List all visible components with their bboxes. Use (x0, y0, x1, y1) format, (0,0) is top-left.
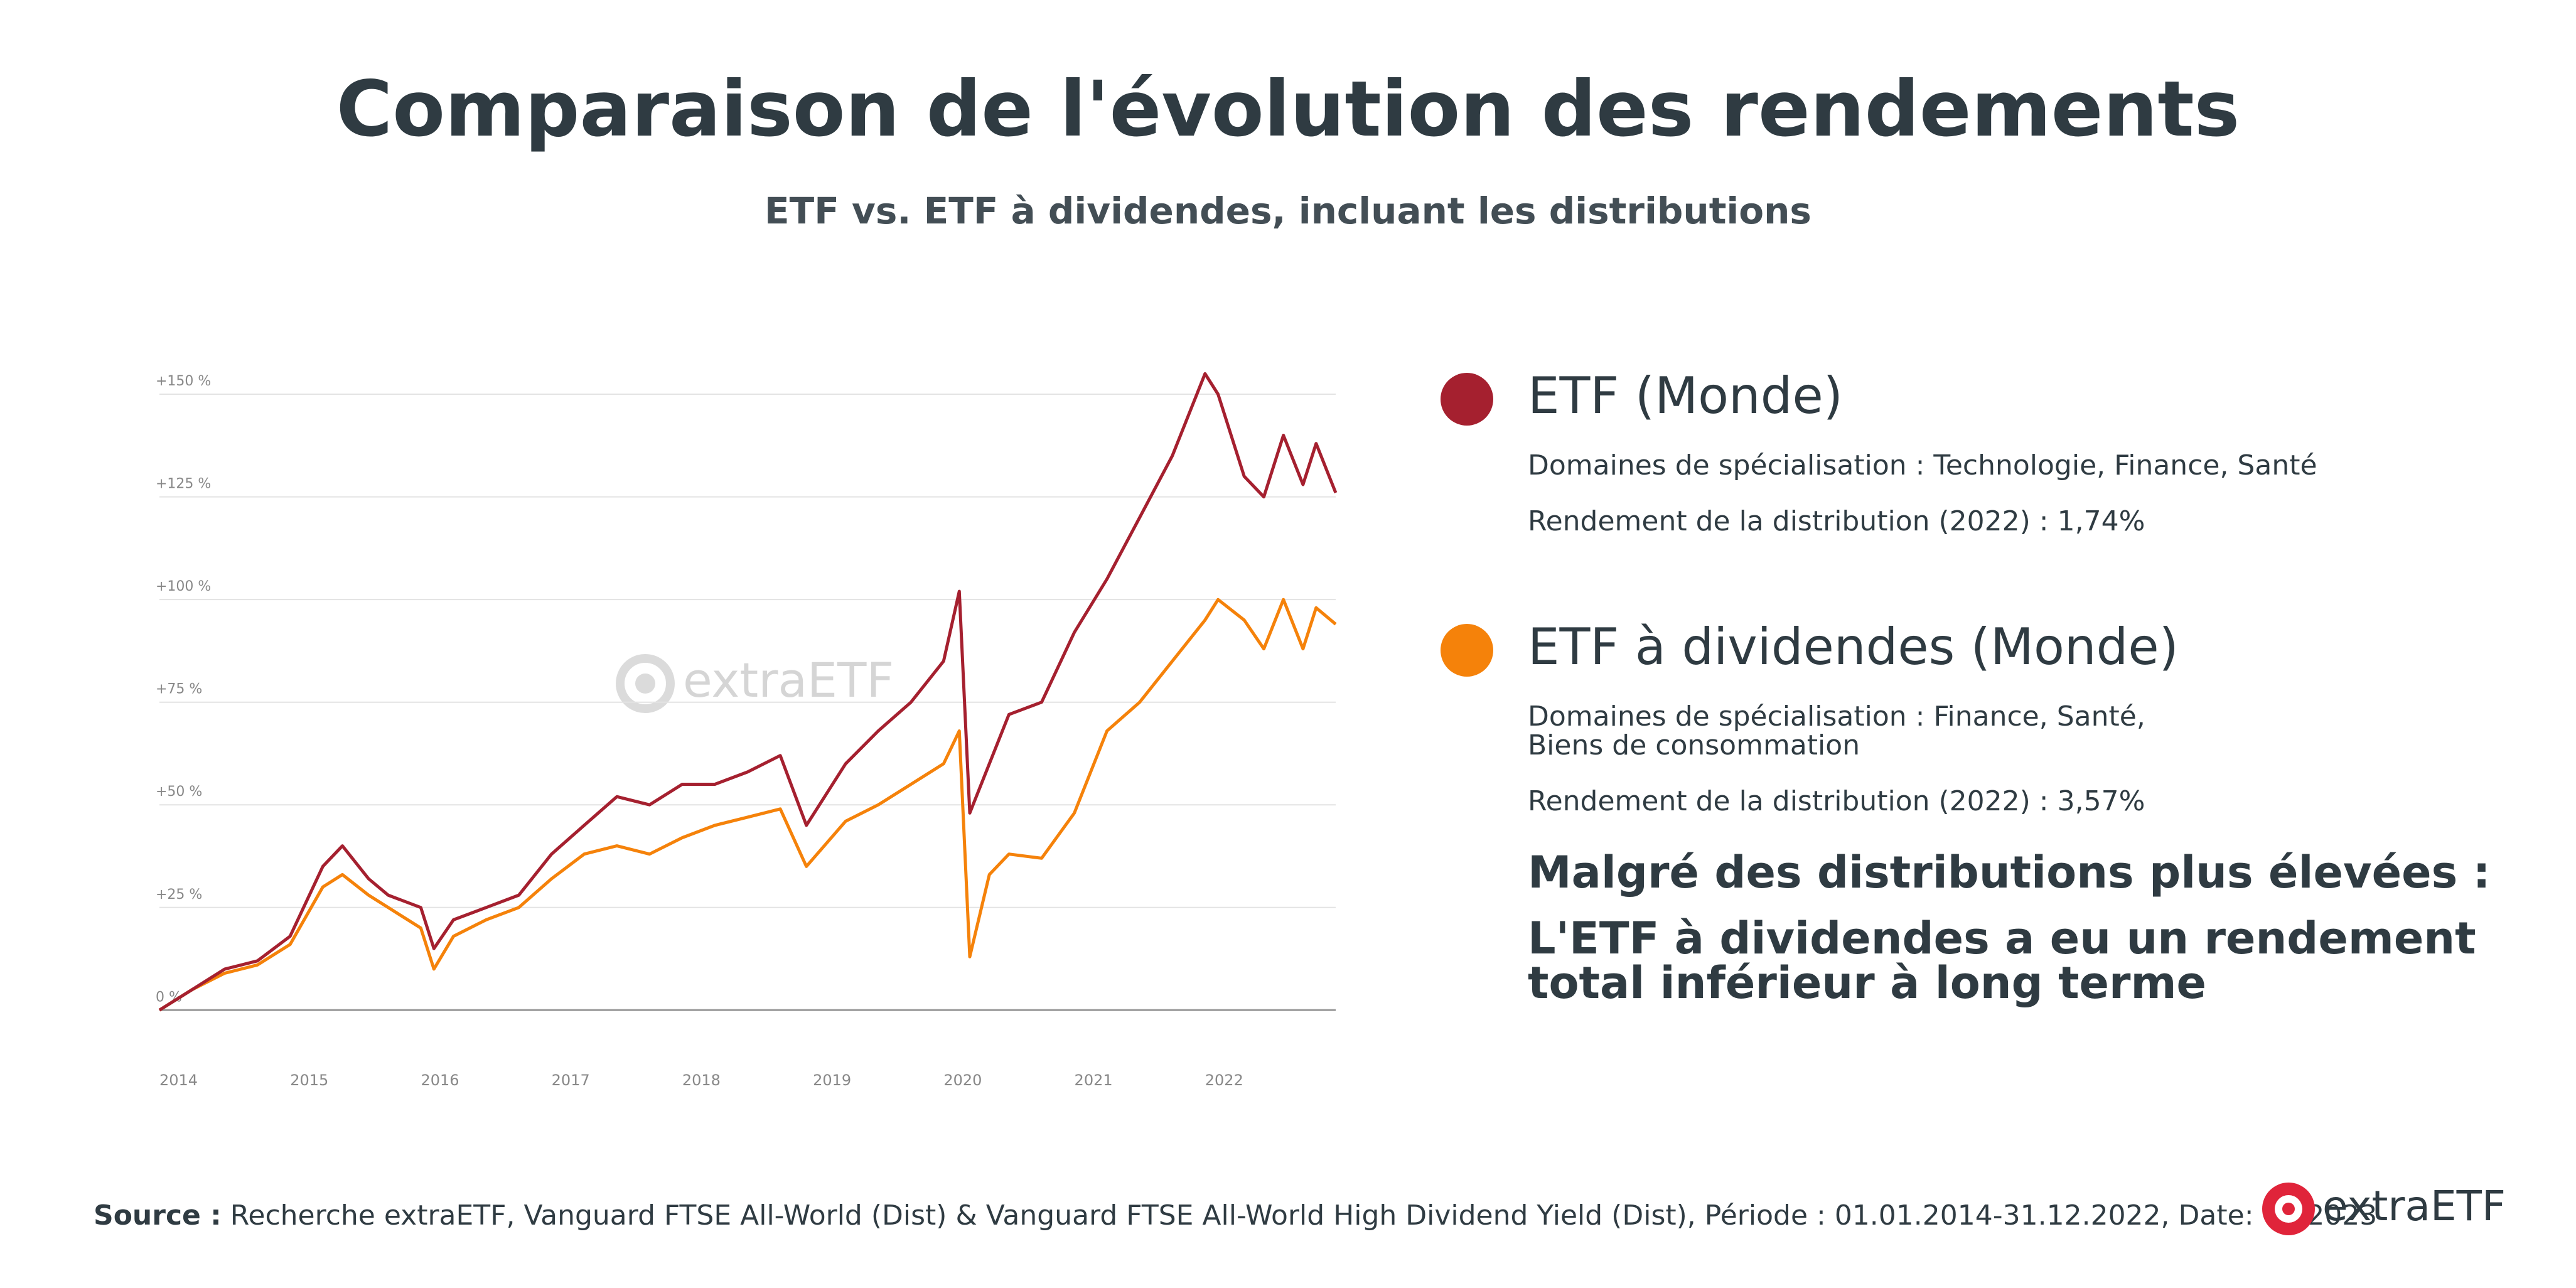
y-tick-label: +25 % (156, 887, 202, 903)
watermark: extraETF (616, 652, 894, 713)
watermark-icon (635, 674, 655, 694)
y-tick-label: +50 % (156, 784, 202, 800)
watermark-text: extraETF (683, 652, 894, 708)
legend-label: ETF à dividendes (Monde) (1528, 618, 2179, 676)
legend-note: Domaines de spécialisation : Finance, Sa… (1528, 700, 2145, 733)
logo-text: extraETF (2322, 1182, 2506, 1230)
legend-note: Rendement de la distribution (2022) : 1,… (1528, 505, 2145, 537)
source: Recherche extraETF, Vanguard FTSE All-Wo… (230, 1199, 2378, 1232)
x-tick-label: 2020 (943, 1071, 982, 1089)
source-text: Source : Recherche extraETF, Vanguard FT… (94, 1199, 2377, 1232)
x-tick-label: 2021 (1075, 1071, 1113, 1089)
x-tick-label: 2015 (290, 1071, 328, 1089)
y-tick-label: +75 % (156, 682, 202, 697)
x-tick-label: 2022 (1205, 1071, 1243, 1089)
x-tick-label: 2016 (421, 1071, 459, 1089)
y-tick-label: +125 % (156, 476, 211, 492)
y-tick-label: +100 % (156, 579, 211, 594)
data-line (158, 372, 1338, 1012)
legend-note: Biens de consommation (1528, 729, 1860, 761)
x-tick-label: 2017 (552, 1071, 590, 1089)
source-label: Source : (94, 1199, 222, 1232)
conclusion: total inférieur à long terme (1528, 957, 2206, 1009)
legend-marker (1441, 373, 1493, 426)
conclusion: L'ETF à dividendes a eu un rendement (1528, 913, 2476, 964)
legend-note: Rendement de la distribution (2022) : 3,… (1528, 785, 2145, 817)
x-tick-label: 2014 (159, 1071, 198, 1089)
chart-subtitle: ETF vs. ETF à dividendes, incluant les d… (765, 190, 1811, 232)
legend-label: ETF (Monde) (1528, 367, 1843, 425)
legend-marker (1441, 624, 1493, 677)
conclusion: Malgré des distributions plus élevées : (1528, 847, 2491, 898)
chart-title: Comparaison de l'évolution des rendement… (336, 65, 2240, 154)
legend-note: Domaines de spécialisation : Technologie… (1528, 449, 2317, 481)
x-tick-label: 2018 (682, 1071, 721, 1089)
logo-icon (2282, 1203, 2295, 1215)
watermark-icon (616, 654, 675, 713)
y-tick-label: +150 % (156, 373, 211, 389)
x-tick-label: 2019 (813, 1071, 851, 1089)
data-line (158, 598, 1337, 1012)
